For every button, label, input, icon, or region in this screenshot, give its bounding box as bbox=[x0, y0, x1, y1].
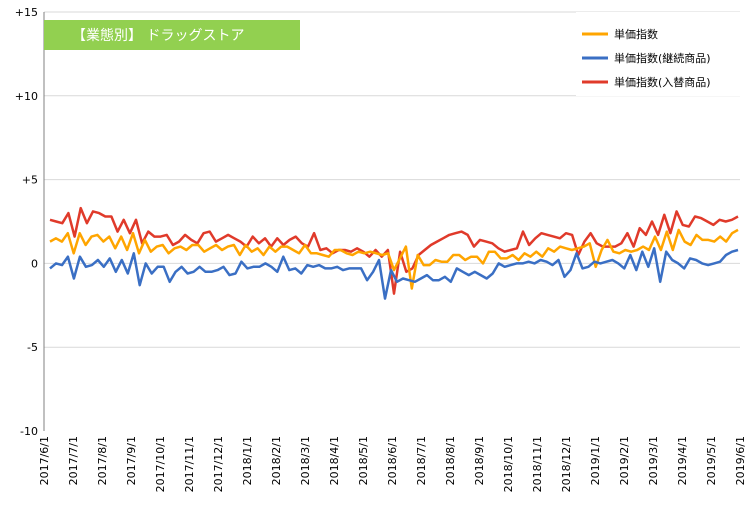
legend: 単価指数 単価指数(継続商品) 単価指数(入替商品) bbox=[576, 12, 741, 96]
chart-title: 【業態別】 ドラッグストア bbox=[44, 20, 300, 50]
x-tick-label: 2017/12/1 bbox=[212, 436, 225, 492]
x-tick-label: 2017/8/1 bbox=[96, 436, 109, 485]
series-lines bbox=[49, 206, 739, 300]
x-tick-label: 2018/4/1 bbox=[328, 436, 341, 485]
x-tick-label: 2019/6/1 bbox=[734, 436, 745, 485]
x-tick-label: 2018/11/1 bbox=[531, 436, 544, 492]
x-tick-label: 2019/4/1 bbox=[676, 436, 689, 485]
x-tick-label: 2019/1/1 bbox=[589, 436, 602, 485]
series-line-replacement bbox=[49, 206, 739, 295]
x-tick-label: 2019/5/1 bbox=[705, 436, 718, 485]
y-tick-label: +10 bbox=[15, 90, 38, 103]
x-tick-label: 2018/3/1 bbox=[299, 436, 312, 485]
series-line-continuing bbox=[49, 247, 739, 300]
legend-label-unit-price: 単価指数 bbox=[614, 27, 658, 41]
x-tick-labels: 2017/6/1 2017/7/1 2017/8/1 2017/9/1 2017/10/… bbox=[38, 436, 745, 492]
x-tick-label: 2018/12/1 bbox=[560, 436, 573, 492]
y-tick-label: 0 bbox=[31, 257, 38, 270]
x-tick-label: 2018/10/1 bbox=[502, 436, 515, 492]
x-tick-label: 2017/10/1 bbox=[154, 436, 167, 492]
y-tick-label: +15 bbox=[15, 6, 38, 19]
y-tick-label: +5 bbox=[22, 174, 38, 187]
y-tick-label: -5 bbox=[27, 341, 38, 354]
legend-label-replacement: 単価指数(入替商品) bbox=[614, 75, 711, 89]
series-line-unit-price bbox=[49, 228, 739, 290]
x-tick-label: 2018/6/1 bbox=[386, 436, 399, 485]
x-tick-label: 2018/9/1 bbox=[473, 436, 486, 485]
x-tick-label: 2019/3/1 bbox=[647, 436, 660, 485]
y-tick-labels: +15 +10 +5 0 -5 -10 bbox=[15, 6, 38, 438]
legend-label-continuing: 単価指数(継続商品) bbox=[614, 51, 711, 65]
chart-title-background bbox=[44, 20, 300, 50]
x-tick-label: 2018/5/1 bbox=[357, 436, 370, 485]
y-tick-label: -10 bbox=[20, 425, 38, 438]
x-tick-label: 2017/7/1 bbox=[67, 436, 80, 485]
x-tick-label: 2018/8/1 bbox=[444, 436, 457, 485]
chart-title-text: 【業態別】 ドラッグストア bbox=[72, 28, 244, 44]
x-tick-label: 2018/1/1 bbox=[241, 436, 254, 485]
x-tick-label: 2017/6/1 bbox=[38, 436, 51, 485]
x-tick-label: 2017/9/1 bbox=[125, 436, 138, 485]
x-tick-label: 2018/7/1 bbox=[415, 436, 428, 485]
x-tick-label: 2018/2/1 bbox=[270, 436, 283, 485]
x-tick-label: 2019/2/1 bbox=[618, 436, 631, 485]
x-tick-label: 2017/11/1 bbox=[183, 436, 196, 492]
